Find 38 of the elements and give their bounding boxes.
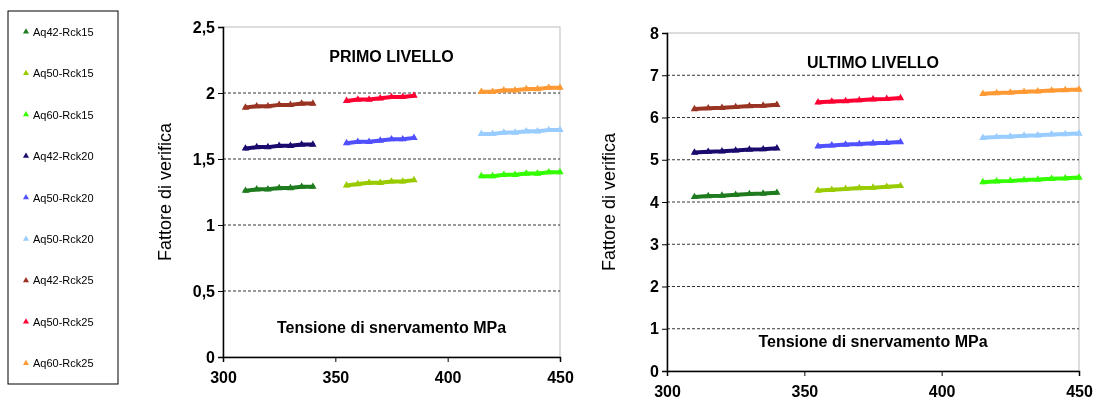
y-axis-title: Fattore di verifica <box>599 131 619 272</box>
legend-label: Aq50-Rck25 <box>33 315 94 328</box>
text: PRIMO LIVELLO <box>329 48 454 65</box>
legend-label: Aq42-Rck20 <box>33 150 94 163</box>
y-tick-label: 1 <box>206 216 216 234</box>
y-tick-label: 0 <box>650 362 660 380</box>
y-tick-label: 2 <box>650 278 660 296</box>
x-tick-label: 400 <box>434 368 462 386</box>
y-tick-label: 1,5 <box>192 150 216 168</box>
text: ULTIMO LIVELLO <box>806 54 940 71</box>
legend-label: Aq60-Rck15 <box>33 108 94 121</box>
x-tick-label: 450 <box>1066 382 1093 400</box>
legend-label: Aq60-Rck25 <box>33 357 94 370</box>
y-tick-label: 2,5 <box>192 18 216 36</box>
y-tick-label: 4 <box>650 193 660 211</box>
x-tick-label: 400 <box>928 382 956 400</box>
legend-label: Aq50-Rck20 <box>33 191 94 204</box>
legend-label: Aq50-Rck20 <box>33 232 94 245</box>
y-tick-label: 6 <box>650 109 660 127</box>
y-tick-label: 7 <box>650 66 660 84</box>
legend-label: Aq42-Rck25 <box>33 274 94 287</box>
x-tick-label: 450 <box>547 368 574 386</box>
y-tick-label: 5 <box>650 151 660 169</box>
y-tick-label: 2 <box>206 84 216 102</box>
legend-label: Aq50-Rck15 <box>33 67 94 80</box>
y-tick-label: 0 <box>206 348 216 366</box>
y-axis-title: Fattore di verifica <box>155 121 175 262</box>
x-tick-label: 300 <box>654 382 681 400</box>
y-tick-label: 3 <box>650 235 660 253</box>
y-tick-label: 8 <box>650 24 660 42</box>
y-tick-label: 1 <box>650 320 660 338</box>
legend-label: Aq42-Rck15 <box>33 25 94 38</box>
x-axis-title: Tensione di snervamento MPa <box>758 333 988 350</box>
x-axis-title: Tensione di snervamento MPa <box>276 319 507 336</box>
y-tick-label: 0,5 <box>192 282 216 300</box>
x-tick-label: 350 <box>322 368 350 386</box>
x-tick-label: 350 <box>791 382 819 400</box>
x-tick-label: 300 <box>210 368 237 386</box>
